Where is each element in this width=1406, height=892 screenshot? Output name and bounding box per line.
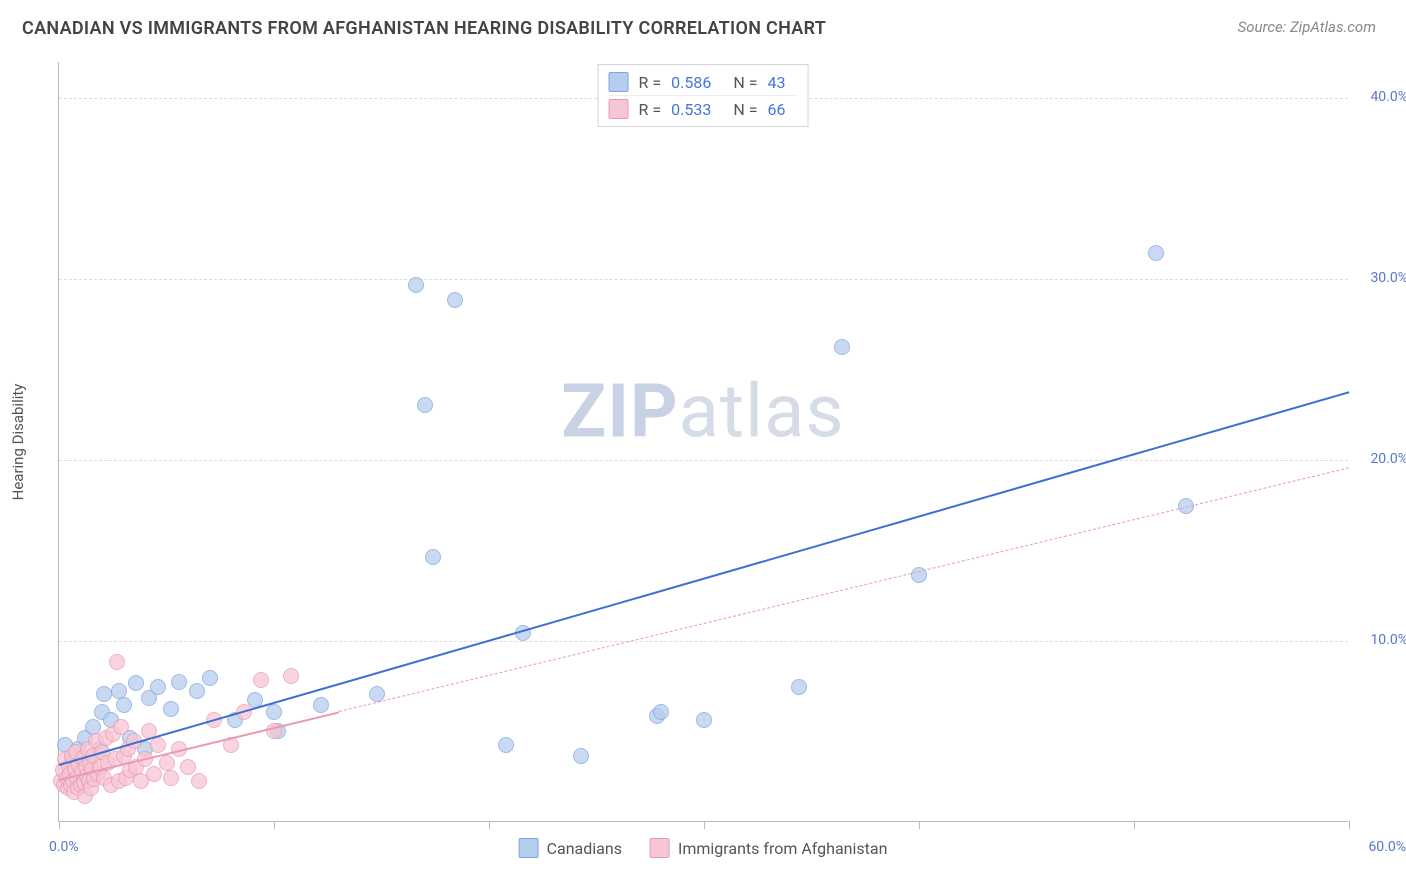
r-value: 0.586: [671, 73, 711, 92]
data-point: [573, 748, 589, 764]
x-tick: [274, 821, 275, 829]
legend-label: Canadians: [547, 839, 622, 858]
legend-item: Immigrants from Afghanistan: [650, 838, 887, 858]
data-point: [128, 675, 144, 691]
y-tick-label: 40.0%: [1370, 89, 1406, 105]
chart-title: CANADIAN VS IMMIGRANTS FROM AFGHANISTAN …: [22, 18, 826, 39]
legend-stats-row: R = 0.586 N = 43: [609, 69, 798, 95]
data-point: [696, 712, 712, 728]
x-tick-label: 0.0%: [49, 839, 79, 855]
x-tick-label: 60.0%: [1368, 839, 1406, 855]
y-tick-label: 10.0%: [1370, 632, 1406, 648]
n-label: N =: [733, 73, 757, 92]
data-point: [163, 701, 179, 717]
legend-swatch: [650, 838, 670, 858]
data-point: [791, 679, 807, 695]
data-point: [150, 679, 166, 695]
r-label: R =: [639, 100, 662, 119]
data-point: [180, 759, 196, 775]
data-point: [417, 397, 433, 413]
legend-item: Canadians: [519, 838, 622, 858]
data-point: [109, 654, 125, 670]
y-tick-label: 30.0%: [1370, 270, 1406, 286]
x-tick: [1134, 821, 1135, 829]
source-attribution: Source: ZipAtlas.com: [1238, 18, 1376, 36]
x-tick: [1349, 821, 1350, 829]
legend-label: Immigrants from Afghanistan: [678, 839, 887, 858]
legend-stats-row: R = 0.533 N = 66: [609, 95, 798, 122]
legend-swatch: [519, 838, 539, 858]
data-point: [447, 292, 463, 308]
gridline: [59, 460, 1348, 461]
data-point: [116, 697, 132, 713]
data-point: [191, 773, 207, 789]
gridline: [59, 279, 1348, 280]
n-value: 43: [767, 73, 785, 92]
trend-line: [59, 391, 1350, 766]
y-tick-label: 20.0%: [1370, 451, 1406, 467]
data-point: [189, 683, 205, 699]
n-value: 66: [767, 100, 785, 119]
data-point: [146, 766, 162, 782]
data-point: [171, 674, 187, 690]
x-tick: [919, 821, 920, 829]
data-point: [253, 672, 269, 688]
scatter-chart: 10.0%20.0%30.0%40.0%0.0%60.0% Hearing Di…: [58, 62, 1348, 822]
trend-line: [338, 467, 1349, 712]
data-point: [1148, 245, 1164, 261]
data-point: [163, 770, 179, 786]
data-point: [202, 670, 218, 686]
r-label: R =: [639, 73, 662, 92]
data-point: [266, 704, 282, 720]
data-point: [283, 668, 299, 684]
legend-swatch: [609, 72, 629, 92]
data-point: [834, 339, 850, 355]
data-point: [96, 686, 112, 702]
x-tick: [704, 821, 705, 829]
data-point: [113, 719, 129, 735]
y-axis-title: Hearing Disability: [9, 384, 27, 501]
data-point: [408, 277, 424, 293]
legend-series: Canadians Immigrants from Afghanistan: [519, 838, 888, 858]
data-point: [313, 697, 329, 713]
x-tick: [489, 821, 490, 829]
legend-stats: R = 0.586 N = 43 R = 0.533 N = 66: [598, 64, 809, 127]
r-value: 0.533: [671, 100, 711, 119]
data-point: [425, 549, 441, 565]
x-tick: [59, 821, 60, 829]
data-point: [498, 737, 514, 753]
gridline: [59, 641, 1348, 642]
n-label: N =: [733, 100, 757, 119]
data-point: [653, 704, 669, 720]
data-point: [150, 737, 166, 753]
legend-swatch: [609, 99, 629, 119]
